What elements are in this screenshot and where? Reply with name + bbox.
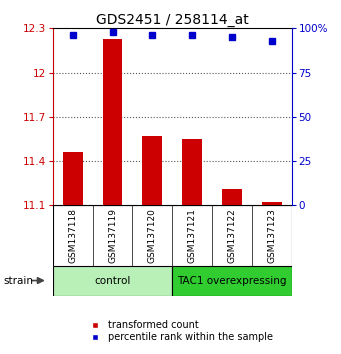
Bar — [63, 152, 83, 205]
Text: GSM137123: GSM137123 — [267, 208, 276, 263]
Bar — [53, 266, 172, 296]
Text: GSM137121: GSM137121 — [188, 208, 197, 263]
Bar — [182, 139, 202, 205]
Text: TAC1 overexpressing: TAC1 overexpressing — [177, 275, 287, 286]
Title: GDS2451 / 258114_at: GDS2451 / 258114_at — [96, 13, 249, 27]
Text: strain: strain — [3, 275, 33, 286]
Text: GSM137118: GSM137118 — [68, 208, 77, 263]
Text: GSM137119: GSM137119 — [108, 208, 117, 263]
Text: GSM137120: GSM137120 — [148, 208, 157, 263]
Bar — [222, 189, 242, 205]
Bar — [262, 202, 282, 205]
Bar — [143, 136, 162, 205]
Text: control: control — [94, 275, 131, 286]
Bar — [103, 39, 122, 205]
Text: GSM137122: GSM137122 — [227, 208, 236, 263]
Legend: transformed count, percentile rank within the sample: transformed count, percentile rank withi… — [85, 320, 273, 342]
Bar — [172, 266, 292, 296]
